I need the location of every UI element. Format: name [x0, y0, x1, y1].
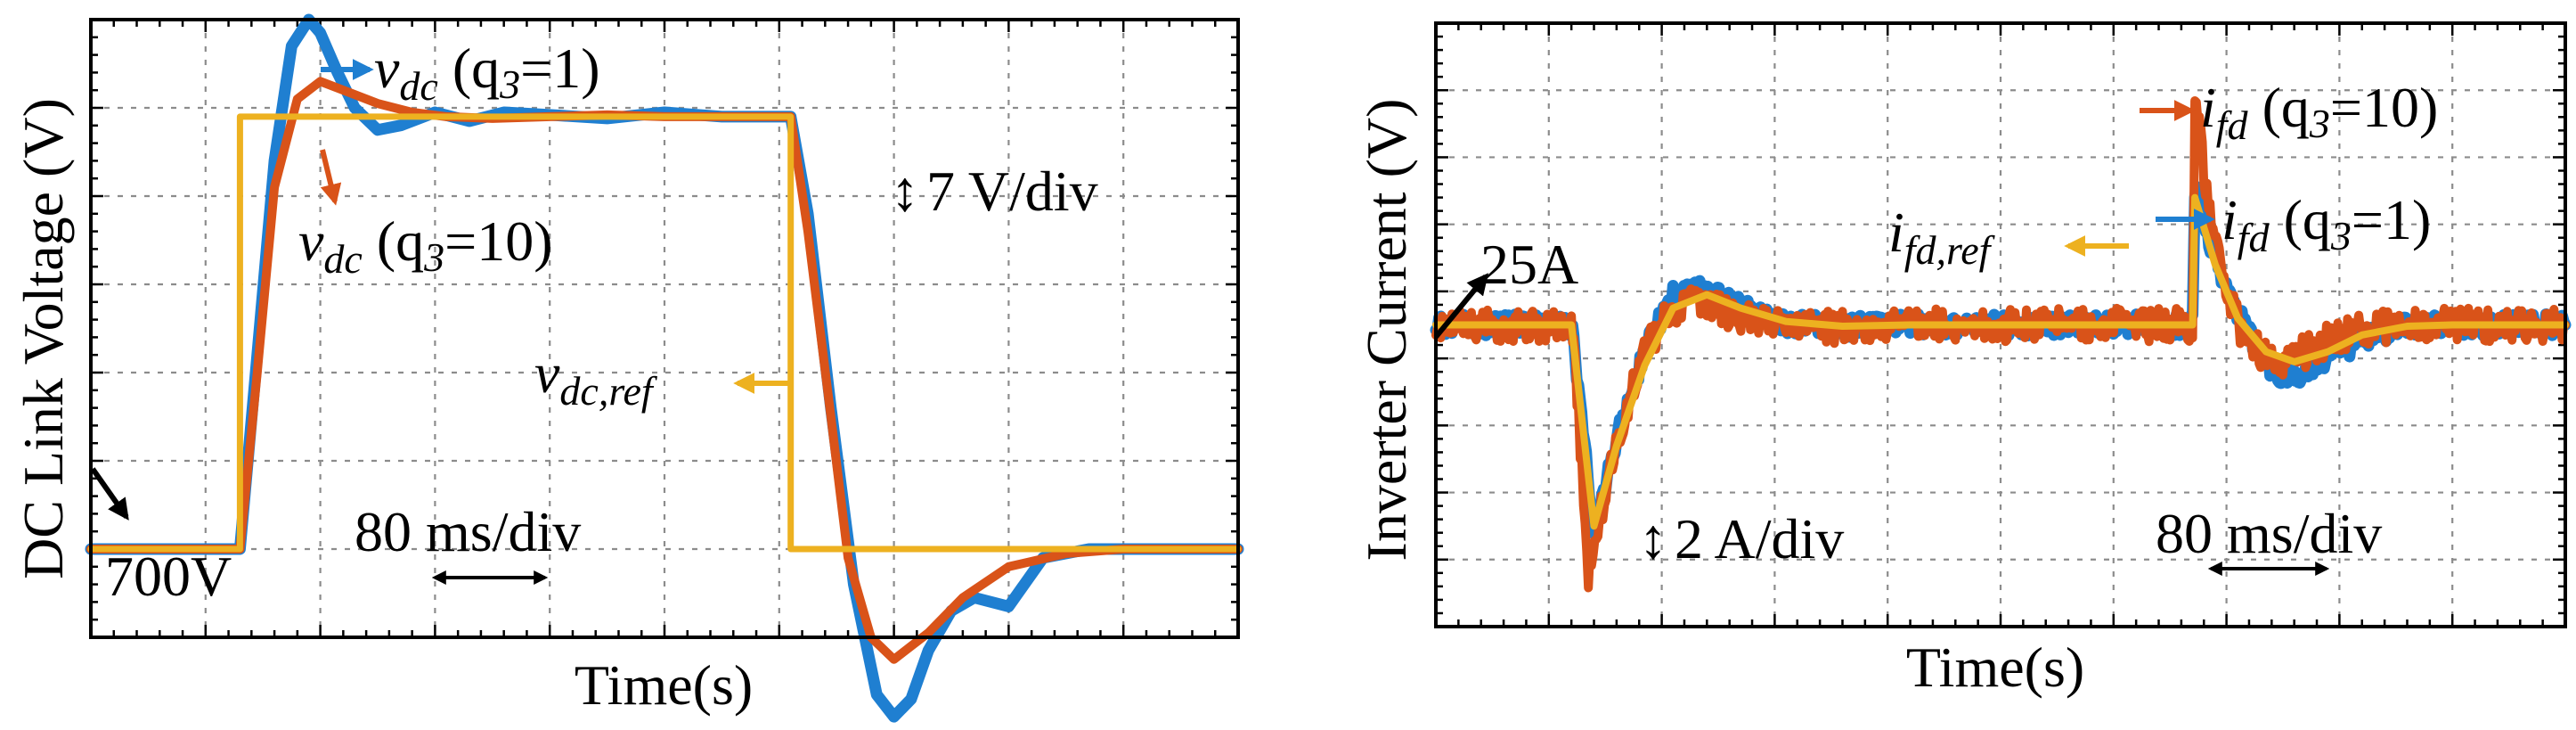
- right-label-ifd-q3-10-text: ifd (q3=10): [2200, 76, 2438, 148]
- left-series-ref: [87, 113, 1242, 553]
- left-label-vdc-q3-1: vdc (q3=1): [321, 37, 600, 109]
- left-label-vdc-q3-10-arrow: [320, 149, 342, 206]
- right-plot-frame: [1434, 21, 2567, 628]
- right-amp-scale-arrow: ↕: [1639, 507, 1667, 570]
- inverter-current-panel: Inverter Current (V) Time(s) ifd (q3=10)…: [1355, 21, 2572, 699]
- left-volt-scale-label: 7 V/div: [926, 160, 1098, 223]
- left-plot-frame: [89, 18, 1240, 639]
- dc-link-voltage-panel: DC Link Voltage (V) Time(s) vdc (q3=1) v…: [12, 13, 1244, 723]
- right-offset-label: 25A: [1480, 233, 1578, 296]
- left-label-vdc-ref-text: vdc,ref: [534, 341, 658, 414]
- right-label-ifd-q3-1: ifd (q3=1): [2156, 188, 2431, 260]
- left-label-vdc-q3-10-text: vdc (q3=10): [298, 209, 553, 282]
- right-label-ifd-q3-10: ifd (q3=10): [2140, 76, 2438, 148]
- left-y-axis-label: DC Link Voltage (V): [12, 98, 75, 579]
- right-traces: [1430, 96, 2572, 593]
- left-traces: [85, 13, 1244, 723]
- left-offset-label: 700V: [105, 545, 232, 608]
- right-time-scale-label: 80 ms/div: [2156, 502, 2382, 565]
- right-label-ifd-q3-1-text: ifd (q3=1): [2221, 188, 2431, 260]
- right-x-axis-label: Time(s): [1906, 636, 2084, 699]
- right-label-ifd-ref-text: ifd,ref: [1888, 201, 1996, 273]
- left-time-scale-label: 80 ms/div: [355, 500, 581, 563]
- right-y-axis-label: Inverter Current (V): [1355, 99, 1418, 562]
- left-volt-scale-arrow: ↕: [891, 160, 919, 223]
- right-offset-arrow: [1433, 273, 1489, 339]
- right-series-ref: [1432, 193, 2569, 530]
- right-amp-scale-label: 2 A/div: [1675, 507, 1844, 570]
- left-x-axis-label: Time(s): [575, 653, 753, 717]
- left-label-vdc-ref: vdc,ref: [534, 341, 793, 414]
- left-label-vdc-q3-1-text: vdc (q3=1): [374, 37, 600, 109]
- right-label-ifd-ref: ifd,ref: [1888, 201, 2129, 273]
- left-offset-arrow: [90, 467, 129, 521]
- left-label-vdc-q3-10: vdc (q3=10): [298, 149, 553, 282]
